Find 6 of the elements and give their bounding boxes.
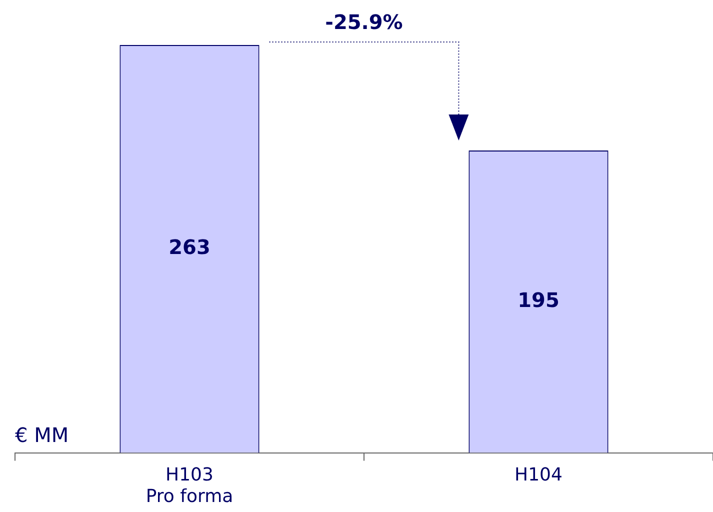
text: -25.9% [325, 10, 403, 34]
y-axis-title: € MM [15, 423, 69, 448]
x-tick-label: H104 [514, 464, 562, 486]
data-label: 263 [168, 235, 210, 260]
x-tick-label: H103 Pro forma [146, 464, 234, 507]
data-label: 195 [518, 288, 560, 312]
